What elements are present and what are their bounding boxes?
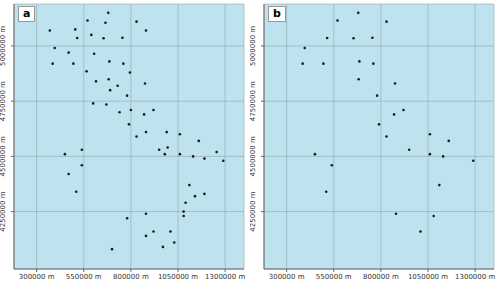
html-text:b: b — [273, 7, 281, 20]
svg-text:1050000 m: 1050000 m — [158, 273, 198, 281]
svg-text:300000 m: 300000 m — [269, 273, 305, 281]
svg-text:300000 m: 300000 m — [19, 273, 55, 281]
svg-text:1300000 m: 1300000 m — [455, 273, 492, 281]
svg-text:4250000 m: 4250000 m — [250, 191, 257, 231]
svg-text:800000 m: 800000 m — [363, 273, 399, 281]
svg-text:4500000 m: 4500000 m — [250, 136, 257, 176]
svg-text:4750000 m: 4750000 m — [250, 81, 257, 121]
svg-text:1300000 m: 1300000 m — [205, 273, 245, 281]
html-text:a: a — [23, 7, 31, 20]
svg-text:550000 m: 550000 m — [316, 273, 352, 281]
svg-text:1050000 m: 1050000 m — [408, 273, 448, 281]
svg-text:550000 m: 550000 m — [66, 273, 102, 281]
svg-text:800000 m: 800000 m — [113, 273, 149, 281]
svg-text:5000000 m: 5000000 m — [250, 26, 257, 66]
